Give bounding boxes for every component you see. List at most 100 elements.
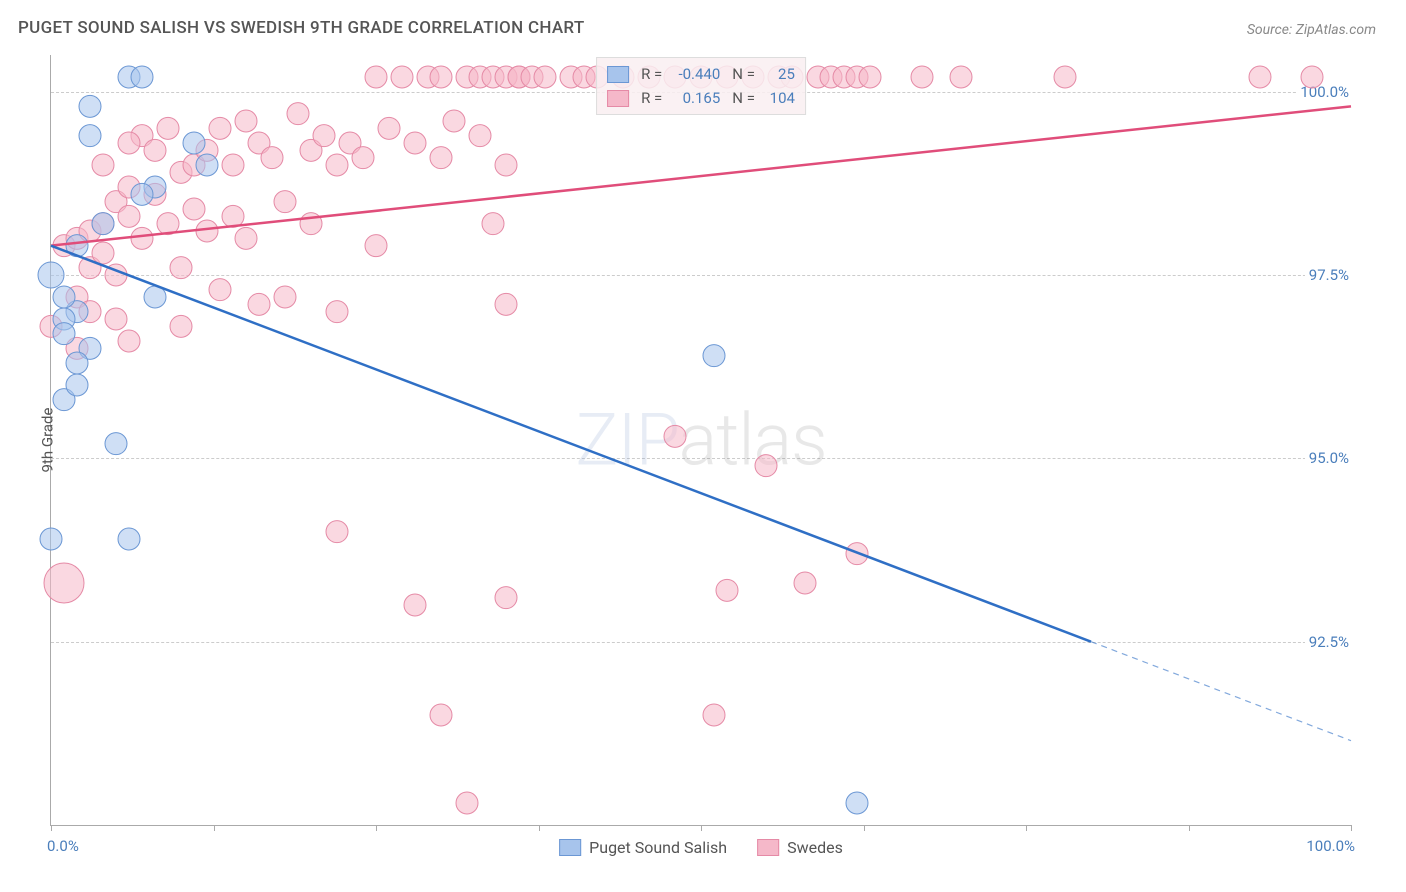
point-swedes	[1301, 66, 1323, 88]
point-swedes	[118, 205, 140, 227]
point-swedes	[859, 66, 881, 88]
point-swedes	[664, 425, 686, 447]
scatter-svg	[51, 55, 1351, 825]
point-swedes	[326, 521, 348, 543]
legend-swatch-icon	[757, 839, 779, 856]
point-swedes	[274, 286, 296, 308]
point-swedes	[794, 572, 816, 594]
point-salish	[66, 352, 88, 374]
point-swedes	[495, 587, 517, 609]
stats-swatch-icon	[607, 90, 629, 107]
point-swedes	[482, 213, 504, 235]
point-swedes	[209, 117, 231, 139]
point-swedes	[248, 293, 270, 315]
point-salish	[53, 323, 75, 345]
point-swedes	[404, 594, 426, 616]
bottom-legend: Puget Sound Salish Swedes	[559, 838, 843, 857]
point-salish	[79, 95, 101, 117]
x-axis-min-label: 0.0%	[47, 837, 79, 855]
stats-n-value: 104	[763, 86, 795, 110]
point-swedes	[378, 117, 400, 139]
stats-n-label: N =	[732, 62, 755, 86]
stats-row: R = -0.440 N = 25	[607, 62, 795, 86]
point-swedes	[443, 110, 465, 132]
x-tick	[864, 825, 865, 831]
point-swedes	[235, 227, 257, 249]
point-swedes	[911, 66, 933, 88]
point-swedes	[92, 242, 114, 264]
stats-n-label: N =	[732, 86, 755, 110]
legend-label: Swedes	[787, 838, 843, 857]
point-swedes	[222, 205, 244, 227]
point-salish	[703, 345, 725, 367]
point-swedes	[105, 308, 127, 330]
point-swedes	[144, 139, 166, 161]
point-salish	[183, 132, 205, 154]
point-swedes	[352, 147, 374, 169]
point-swedes	[287, 103, 309, 125]
point-swedes	[404, 132, 426, 154]
point-swedes	[170, 315, 192, 337]
trendline-salish	[51, 246, 1091, 642]
point-swedes	[118, 132, 140, 154]
point-swedes	[430, 66, 452, 88]
point-swedes	[235, 110, 257, 132]
point-salish	[105, 433, 127, 455]
point-swedes	[534, 66, 556, 88]
point-swedes	[222, 154, 244, 176]
x-tick	[1026, 825, 1027, 831]
point-salish	[40, 528, 62, 550]
stats-r-label: R =	[641, 62, 662, 86]
point-swedes	[755, 455, 777, 477]
x-tick	[1189, 825, 1190, 831]
point-salish	[66, 374, 88, 396]
point-swedes	[92, 154, 114, 176]
point-swedes	[157, 117, 179, 139]
stats-r-value: 0.165	[670, 86, 720, 110]
point-swedes	[495, 293, 517, 315]
chart-title: PUGET SOUND SALISH VS SWEDISH 9TH GRADE …	[18, 18, 585, 38]
stats-r-label: R =	[641, 86, 662, 110]
point-swedes	[430, 704, 452, 726]
x-axis-max-label: 100.0%	[1306, 837, 1355, 855]
point-salish	[196, 154, 218, 176]
point-swedes	[183, 198, 205, 220]
legend-swatch-icon	[559, 839, 581, 856]
point-swedes	[170, 257, 192, 279]
point-swedes	[469, 125, 491, 147]
trendline-salish-dashed	[1091, 642, 1351, 741]
x-tick	[51, 825, 52, 831]
point-swedes	[716, 579, 738, 601]
stats-n-value: 25	[763, 62, 795, 86]
stats-row: R = 0.165 N = 104	[607, 86, 795, 110]
point-swedes	[313, 125, 335, 147]
chart-plot-area: 9th Grade 92.5% 95.0% 97.5% 100.0% ZIPat…	[50, 55, 1351, 826]
source-label: Source: ZipAtlas.com	[1247, 22, 1376, 38]
x-tick	[539, 825, 540, 831]
x-tick	[1351, 825, 1352, 831]
point-swedes	[131, 227, 153, 249]
point-swedes	[365, 66, 387, 88]
point-swedes	[365, 235, 387, 257]
point-swedes	[703, 704, 725, 726]
x-tick	[701, 825, 702, 831]
point-swedes	[495, 154, 517, 176]
legend-label: Puget Sound Salish	[589, 838, 727, 857]
point-salish	[92, 213, 114, 235]
legend-item: Puget Sound Salish	[559, 838, 727, 857]
point-salish	[131, 66, 153, 88]
point-swedes	[391, 66, 413, 88]
point-swedes	[430, 147, 452, 169]
point-salish	[38, 262, 64, 288]
point-swedes	[950, 66, 972, 88]
point-salish	[118, 528, 140, 550]
point-salish	[79, 125, 101, 147]
point-swedes	[1249, 66, 1271, 88]
point-salish	[131, 183, 153, 205]
point-swedes	[326, 301, 348, 323]
stats-swatch-icon	[607, 66, 629, 83]
point-swedes	[209, 279, 231, 301]
point-swedes	[261, 147, 283, 169]
point-swedes	[1054, 66, 1076, 88]
stats-legend-box: R = -0.440 N = 25 R = 0.165 N = 104	[596, 57, 806, 115]
